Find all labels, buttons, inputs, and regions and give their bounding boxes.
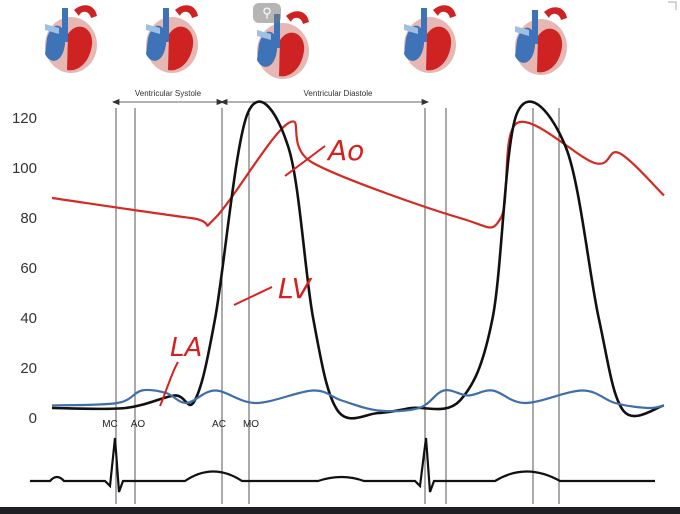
y-axis-ticks: 0 20 40 60 80 100 120 (12, 110, 37, 427)
heart-diagram-icon (45, 5, 97, 74)
annotation-la: LA (159, 333, 202, 407)
zoom-icon[interactable]: ⚲ (253, 3, 281, 23)
svg-text:LA: LA (170, 333, 202, 363)
y-tick-label: 40 (20, 310, 37, 327)
heart-diagram-row (45, 5, 567, 80)
y-tick-label: 100 (12, 160, 37, 177)
annotation-ao: Ao (284, 134, 364, 177)
ecg-trace (30, 437, 655, 493)
series-layer (51, 100, 665, 420)
y-tick-label: 0 (29, 410, 37, 427)
corner-mark (668, 1, 677, 10)
phase-label-systole: Ventricular Systole (135, 89, 202, 98)
bottom-bar (0, 507, 680, 514)
svg-text:LV: LV (278, 272, 313, 305)
series-line-ventricle (51, 100, 665, 420)
event-label-mo: MO (243, 419, 259, 430)
event-label-ac: AC (212, 419, 226, 430)
series-line-aortic (51, 120, 665, 229)
phase-brackets (111, 98, 430, 106)
heart-diagram-icon (146, 5, 198, 74)
y-tick-label: 80 (20, 210, 37, 227)
y-tick-label: 60 (20, 260, 37, 277)
heart-diagram-icon (404, 5, 456, 74)
y-tick-label: 20 (20, 360, 37, 377)
series-line-atrium (51, 388, 665, 413)
event-lines (115, 108, 560, 504)
phase-label-diastole: Ventricular Diastole (304, 89, 373, 98)
event-label-mc: MC (102, 419, 118, 430)
annotation-lv: LV (233, 272, 313, 306)
svg-text:Ao: Ao (326, 134, 364, 167)
y-tick-label: 120 (12, 110, 37, 127)
event-label-ao: AO (131, 419, 146, 430)
heart-diagram-icon (515, 7, 567, 76)
